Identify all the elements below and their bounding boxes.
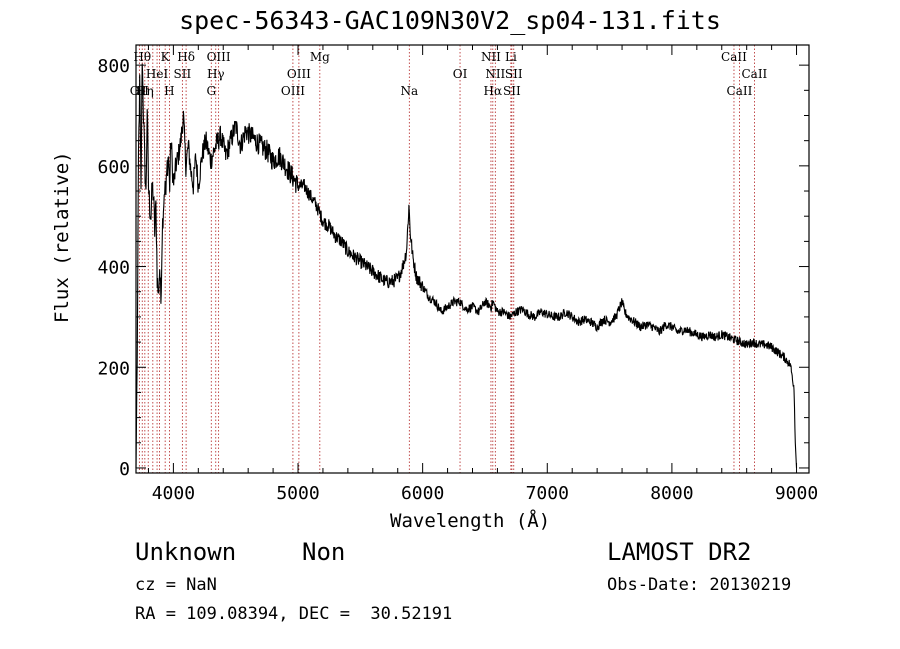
spectral-line-label: Hγ: [207, 67, 225, 81]
chart-title: spec-56343-GAC109N30V2_sp04-131.fits: [179, 6, 721, 35]
x-axis-label: Wavelength (Å): [390, 510, 551, 532]
class-label: Unknown: [135, 538, 237, 566]
spectral-line-label: OIII: [281, 84, 305, 98]
spectral-line-label: Hα: [484, 84, 503, 98]
spectral-line-label: K: [161, 50, 171, 64]
y-tick-label: 0: [119, 459, 130, 480]
spectral-line-markers: [138, 45, 755, 473]
y-axis-label: Flux (relative): [51, 151, 73, 323]
x-tick-label: 9000: [775, 483, 818, 504]
line-labels: OIIHθHηHeIKHSIIHδGHγOIIIOIIIOIIIMgNaOINI…: [130, 50, 768, 98]
spectral-line-label: SII: [174, 67, 192, 81]
spectral-line-label: Na: [400, 84, 418, 98]
spectral-line-label: CaII: [721, 50, 747, 64]
spectral-line-label: Hδ: [177, 50, 195, 64]
x-tick-label: 4000: [152, 483, 195, 504]
subclass-label: Non: [302, 538, 346, 566]
coordinates-label: RA = 109.08394, DEC = 30.52191: [135, 604, 453, 624]
spectral-line-label: Hη: [136, 84, 154, 98]
y-tick-label: 200: [97, 358, 130, 379]
y-tick-label: 800: [97, 56, 130, 77]
plot-frame: [135, 44, 810, 474]
spectral-line-label: HeI: [146, 67, 169, 81]
spectral-line-label: OI: [453, 67, 468, 81]
spectral-line-label: NII: [481, 50, 501, 64]
x-tick-label: 6000: [401, 483, 444, 504]
spectral-line-label: CaII: [741, 67, 767, 81]
spectral-line-label: Li: [505, 50, 517, 64]
spectral-line-label: H: [164, 84, 174, 98]
spectral-line-label: OIII: [287, 67, 311, 81]
spectral-line-label: SII: [503, 84, 521, 98]
spectral-line-label: Hθ: [133, 50, 151, 64]
x-tick-label: 5000: [276, 483, 319, 504]
observation-date-label: Obs-Date: 20130219: [607, 575, 792, 595]
y-tick-label: 600: [97, 157, 130, 178]
x-tick-label: 8000: [650, 483, 693, 504]
spectral-line-label: G: [206, 84, 216, 98]
spectral-line-label: OII: [130, 84, 150, 98]
spectral-line-label: OIII: [207, 50, 231, 64]
spectrum-line: [135, 63, 798, 469]
spectral-line-label: Mg: [310, 50, 330, 64]
spectral-line-label: NII: [485, 67, 505, 81]
x-tick-label: 7000: [526, 483, 569, 504]
redshift-label: cz = NaN: [135, 575, 217, 595]
spectral-line-label: CaII: [727, 84, 753, 98]
spectral-line-label: SII: [505, 67, 523, 81]
survey-label: LAMOST DR2: [607, 538, 752, 566]
y-tick-label: 400: [97, 258, 130, 279]
axis-ticks: 4000 5000 6000 7000 8000 9000 0 200 400 600 800: [97, 45, 818, 504]
